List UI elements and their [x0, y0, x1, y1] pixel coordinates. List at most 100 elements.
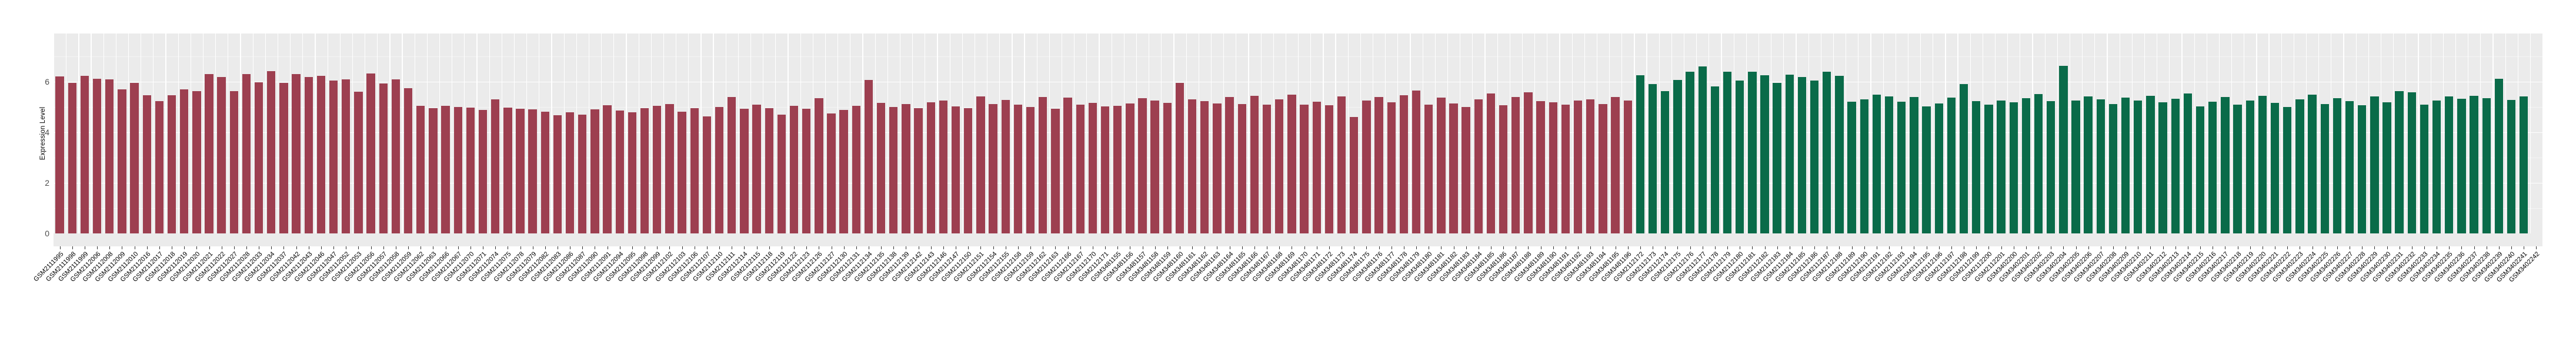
gridline-vertical [1086, 34, 1087, 233]
x-tick-mark [1279, 246, 1280, 249]
bar [1039, 97, 1047, 233]
bar [1275, 99, 1284, 233]
bar [2046, 101, 2056, 233]
bar [2283, 106, 2292, 233]
bar [1511, 96, 1520, 233]
x-tick-mark [1938, 246, 1940, 249]
bar [1884, 96, 1894, 233]
gridline-vertical [1360, 34, 1361, 233]
gridline-vertical [1397, 34, 1399, 233]
bar [1113, 106, 1122, 233]
gridline-vertical [1136, 34, 1137, 233]
gridline-vertical [1223, 34, 1224, 233]
bar [142, 95, 151, 233]
gridline-vertical [2343, 34, 2344, 233]
gridline-vertical [563, 34, 565, 233]
bar [478, 109, 488, 233]
bar [852, 106, 860, 233]
bar [1424, 104, 1433, 233]
bar [615, 111, 624, 233]
bar [1262, 104, 1272, 233]
gridline-vertical [912, 34, 913, 233]
bar [1076, 104, 1085, 233]
bar [92, 79, 102, 233]
bar [1910, 97, 1918, 233]
gridline-vertical [2480, 34, 2481, 233]
gridline-vertical [476, 34, 478, 233]
x-tick-mark [1167, 246, 1168, 249]
x-tick-mark [1801, 246, 1803, 249]
gridline-vertical [1671, 34, 1672, 233]
bar [366, 73, 375, 233]
gridline-vertical [1484, 34, 1486, 233]
bar [316, 76, 326, 233]
bar [752, 105, 761, 233]
gridline-vertical [1696, 34, 1697, 233]
bar [2470, 95, 2478, 233]
x-tick-mark [371, 246, 372, 249]
gridline-vertical [2393, 34, 2394, 233]
gridline-vertical [1310, 34, 1312, 233]
gridline-vertical [178, 34, 179, 233]
bar [1399, 95, 1409, 233]
bar [1150, 100, 1159, 233]
bar [155, 101, 164, 233]
gridline-vertical [377, 34, 378, 233]
bar [267, 71, 276, 233]
bar [1823, 72, 1831, 233]
bar [1636, 75, 1645, 233]
bar [1187, 99, 1197, 233]
bar [68, 82, 76, 233]
x-tick-mark [968, 246, 969, 249]
x-tick-mark [1304, 246, 1305, 249]
bar [976, 96, 985, 233]
x-tick-mark [109, 246, 111, 249]
gridline-vertical [862, 34, 863, 233]
gridline-vertical [551, 34, 552, 233]
gridline-vertical [389, 34, 391, 233]
x-tick-mark [1254, 246, 1255, 249]
gridline-vertical [1970, 34, 1971, 233]
bar [2034, 94, 2043, 233]
bar [2395, 91, 2404, 233]
gridline-vertical [1646, 34, 1647, 233]
bar [1847, 102, 1856, 233]
x-tick-mark [930, 246, 932, 249]
gridline-vertical [2181, 34, 2183, 233]
gridline-vertical [439, 34, 441, 233]
x-tick-mark [1727, 246, 1729, 249]
gridline-vertical [240, 34, 241, 233]
x-tick-mark [1590, 246, 1591, 249]
x-tick-mark [2026, 246, 2027, 249]
bar [441, 105, 450, 233]
bar [279, 82, 288, 233]
bar [179, 89, 189, 233]
bar [2059, 66, 2068, 233]
x-tick-mark [1752, 246, 1753, 249]
bar [304, 77, 313, 233]
x-tick-mark [383, 246, 384, 249]
bar [1773, 82, 1781, 233]
gridline-vertical [2231, 34, 2233, 233]
bar [490, 99, 500, 233]
bar [653, 105, 662, 233]
x-tick-mark [1901, 246, 1903, 249]
x-tick-mark [2536, 246, 2537, 249]
gridline-vertical [2044, 34, 2046, 233]
gridline-vertical [1210, 34, 1212, 233]
x-tick-mark [1117, 246, 1119, 249]
bar [2221, 97, 2230, 233]
gridline-vertical [576, 34, 577, 233]
gridline-vertical [2082, 34, 2083, 233]
gridline-vertical [1273, 34, 1274, 233]
gridline-vertical [1945, 34, 1946, 233]
bar [2071, 100, 2080, 233]
gridline-vertical [1248, 34, 1249, 233]
bar [2482, 98, 2491, 233]
gridline-vertical [1883, 34, 1884, 233]
x-tick-mark [233, 246, 235, 249]
x-tick-mark [72, 246, 73, 249]
bar [815, 98, 823, 233]
x-tick-mark [1889, 246, 1890, 249]
x-tick-mark [769, 246, 770, 249]
